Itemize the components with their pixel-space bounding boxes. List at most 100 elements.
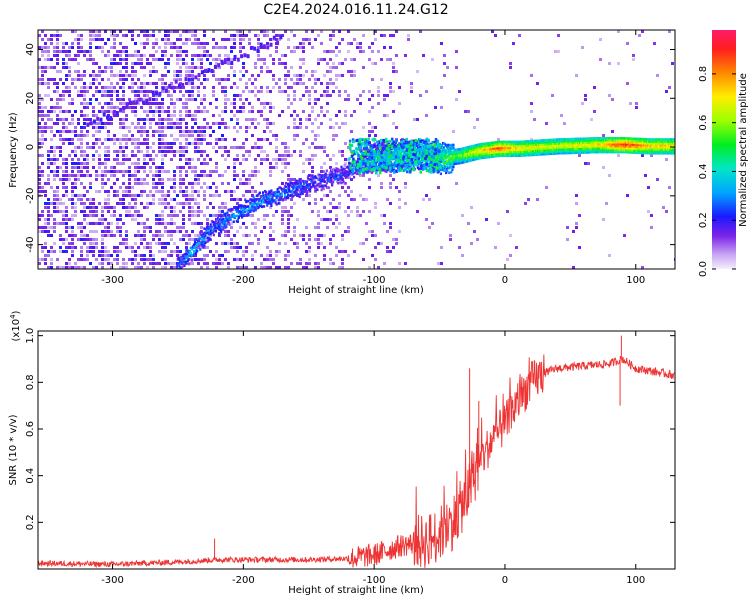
heatmap-cell bbox=[47, 94, 50, 97]
heatmap-cell bbox=[128, 54, 131, 57]
heatmap-cell bbox=[140, 190, 143, 193]
heatmap-cell bbox=[173, 214, 176, 217]
heatmap-cell bbox=[180, 256, 183, 259]
heatmap-cell bbox=[359, 214, 362, 217]
heatmap-cell bbox=[326, 218, 329, 221]
heatmap-cell bbox=[92, 166, 95, 169]
heatmap-cell bbox=[152, 58, 155, 61]
heatmap-cell bbox=[179, 46, 182, 49]
heatmap-cell bbox=[86, 146, 89, 149]
heatmap-cell bbox=[107, 194, 110, 197]
heatmap-cell bbox=[251, 82, 254, 85]
heatmap-cell bbox=[155, 182, 158, 185]
heatmap-cell bbox=[149, 226, 152, 229]
heatmap-cell bbox=[101, 266, 104, 269]
heatmap-cell bbox=[206, 238, 209, 241]
heatmap-cell bbox=[95, 98, 98, 101]
heatmap-cell bbox=[179, 66, 182, 69]
heatmap-cell bbox=[122, 138, 125, 141]
heatmap-cell bbox=[170, 230, 173, 233]
heatmap-cell bbox=[41, 214, 44, 217]
heatmap-cell bbox=[314, 78, 317, 81]
heatmap-cell bbox=[233, 158, 236, 161]
heatmap-cell bbox=[83, 162, 86, 165]
heatmap-cell bbox=[44, 42, 47, 45]
heatmap-cell bbox=[110, 102, 113, 105]
heatmap-cell bbox=[188, 82, 191, 85]
heatmap-cell bbox=[380, 58, 383, 61]
heatmap-cell bbox=[272, 258, 275, 261]
heatmap-cell bbox=[56, 62, 59, 65]
heatmap-cell bbox=[77, 90, 80, 93]
heatmap-cell bbox=[272, 230, 275, 233]
heatmap-cell bbox=[173, 74, 176, 77]
heatmap-cell bbox=[110, 110, 113, 113]
heatmap-cell bbox=[187, 262, 190, 266]
heatmap-cell bbox=[155, 50, 158, 53]
heatmap-cell bbox=[233, 98, 236, 101]
heatmap-cell bbox=[353, 198, 356, 201]
heatmap-cell bbox=[161, 210, 164, 213]
heatmap-cell bbox=[247, 199, 250, 203]
heatmap-cell bbox=[247, 205, 250, 208]
heatmap-cell bbox=[404, 161, 407, 164]
heatmap-cell bbox=[68, 74, 71, 77]
heatmap-cell bbox=[137, 222, 140, 225]
heatmap-cell bbox=[161, 98, 164, 101]
heatmap-cell bbox=[44, 222, 47, 225]
heatmap-cell bbox=[329, 126, 332, 129]
heatmap-cell bbox=[68, 46, 71, 49]
heatmap-cell bbox=[428, 226, 431, 229]
heatmap-cell bbox=[170, 146, 173, 149]
heatmap-cell bbox=[173, 230, 176, 233]
heatmap-cell bbox=[302, 182, 305, 185]
heatmap-cell bbox=[242, 174, 245, 177]
heatmap-cell bbox=[122, 126, 125, 129]
heatmap-cell bbox=[167, 230, 170, 233]
heatmap-cell bbox=[344, 142, 347, 145]
heatmap-cell bbox=[170, 222, 173, 225]
heatmap-cell bbox=[314, 102, 317, 105]
heatmap-cell bbox=[302, 198, 305, 201]
heatmap-cell bbox=[59, 246, 62, 249]
heatmap-cell bbox=[290, 114, 293, 117]
heatmap-cell bbox=[266, 42, 269, 45]
heatmap-cell bbox=[38, 58, 41, 61]
heatmap-cell bbox=[125, 266, 128, 269]
heatmap-cell bbox=[152, 54, 155, 57]
heatmap-cell bbox=[329, 238, 332, 241]
heatmap-cell bbox=[134, 258, 137, 261]
heatmap-cell bbox=[176, 273, 178, 276]
heatmap-cell bbox=[263, 218, 266, 221]
heatmap-cell bbox=[92, 242, 95, 245]
heatmap-cell bbox=[179, 250, 182, 253]
heatmap-cell bbox=[131, 82, 134, 85]
heatmap-cell bbox=[329, 78, 332, 81]
heatmap-cell bbox=[236, 174, 239, 177]
heatmap-cell bbox=[137, 94, 140, 97]
heatmap-cell bbox=[122, 258, 125, 261]
heatmap-cell bbox=[143, 254, 146, 257]
heatmap-cell bbox=[251, 242, 254, 245]
heatmap-cell bbox=[146, 150, 149, 153]
heatmap-cell bbox=[41, 110, 44, 113]
heatmap-cell bbox=[44, 254, 47, 257]
heatmap-cell bbox=[362, 258, 365, 261]
heatmap-cell bbox=[337, 181, 340, 185]
heatmap-cell bbox=[38, 122, 41, 125]
heatmap-cell bbox=[308, 234, 311, 237]
heatmap-cell bbox=[203, 54, 206, 57]
heatmap-cell bbox=[341, 38, 344, 41]
heatmap-cell bbox=[194, 182, 197, 185]
heatmap-cell bbox=[321, 174, 324, 177]
heatmap-cell bbox=[320, 110, 323, 113]
heatmap-cell bbox=[140, 42, 143, 45]
heatmap-cell bbox=[200, 54, 203, 57]
heatmap-cell bbox=[399, 162, 402, 166]
heatmap-cell bbox=[182, 94, 185, 97]
heatmap-cell bbox=[347, 146, 350, 149]
heatmap-cell bbox=[146, 206, 149, 209]
heatmap-cell bbox=[44, 66, 47, 69]
heatmap-cell bbox=[638, 34, 641, 37]
heatmap-cell bbox=[268, 198, 271, 202]
